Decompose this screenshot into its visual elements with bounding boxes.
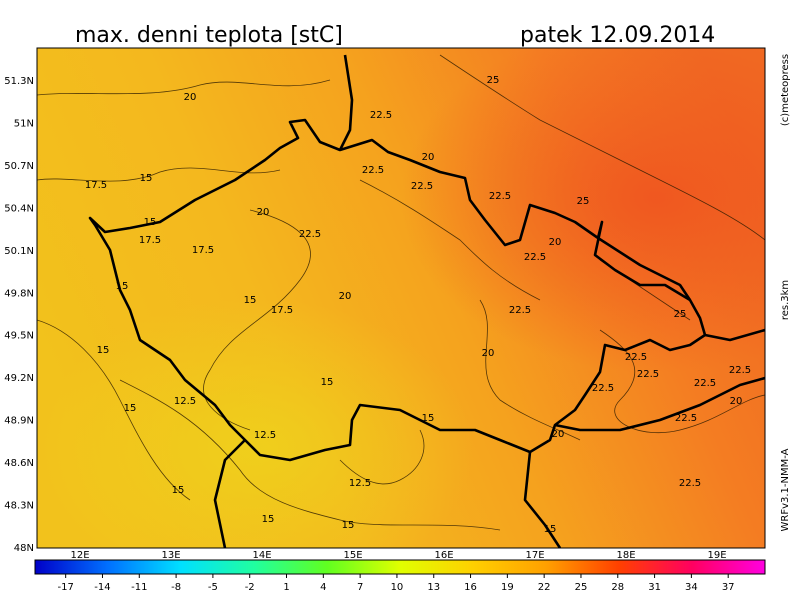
contour-label: 22.5: [679, 478, 701, 489]
lat-label: 50.4N: [4, 203, 34, 214]
contour-label: 15: [97, 345, 110, 356]
contour-label: 22.5: [592, 383, 614, 394]
lat-label: 48N: [14, 543, 34, 554]
side-label: WRFv3.1-NMM-A: [780, 448, 791, 531]
contour-label: 22.5: [729, 365, 751, 376]
side-labels: (c)meteopress res.3km WRFv3.1-NMM-A: [780, 54, 791, 532]
contour-label: 22.5: [489, 191, 511, 202]
contour-label: 20: [339, 291, 352, 302]
colorbar-tick-label: -5: [208, 582, 218, 593]
coordinate-labels: 51.3N 51N 50.7N 50.4N 50.1N 49.8N 49.5N 49.2N 48…: [4, 76, 726, 561]
contour-label: 15: [262, 514, 275, 525]
contour-label: 20: [184, 92, 197, 103]
contour-label: 22.5: [625, 352, 647, 363]
contour-label: 22.5: [675, 413, 697, 424]
colorbar-tick-label: 10: [391, 582, 404, 593]
contour-label: 12.5: [349, 478, 371, 489]
colorbar-tick-label: 37: [722, 582, 735, 593]
colorbar: -17 -14 -11 -8 -5 -2 1 4 7 10 13 16 19 22 25 28 31 34 37: [34, 559, 766, 593]
colorbar-tick-label: -11: [131, 582, 147, 593]
lon-label: 13E: [161, 550, 180, 561]
contour-label: 17.5: [192, 245, 214, 256]
contour-label: 15: [172, 485, 185, 496]
lat-label: 51.3N: [4, 76, 34, 87]
lat-label: 48.9N: [4, 416, 34, 427]
contour-label: 22.5: [509, 305, 531, 316]
map-cool-area: [37, 48, 765, 548]
colorbar-tick-label: 25: [575, 582, 588, 593]
side-label: (c)meteopress: [780, 54, 791, 126]
lat-label: 50.1N: [4, 246, 34, 257]
contour-label: 15: [140, 173, 153, 184]
contour-label: 15: [544, 524, 557, 535]
borders: [88, 54, 765, 548]
side-label: res.3km: [780, 280, 791, 320]
contour-label: 22.5: [362, 165, 384, 176]
lon-label: 18E: [616, 550, 635, 561]
colorbar-tick-label: -17: [58, 582, 74, 593]
colorbar-tick-label: 7: [357, 582, 363, 593]
contour-label: 15: [144, 217, 157, 228]
colorbar-tick-label: 16: [464, 582, 477, 593]
contour-label: 15: [422, 413, 435, 424]
contour-label: 22.5: [370, 110, 392, 121]
contour-label: 17.5: [271, 305, 293, 316]
contour-label: 15: [116, 281, 129, 292]
lon-label: 15E: [343, 550, 362, 561]
lon-label: 14E: [252, 550, 271, 561]
contour-label: 17.5: [85, 180, 107, 191]
contour-label: 20: [422, 152, 435, 163]
contour-label: 12.5: [174, 396, 196, 407]
lat-label: 49.2N: [4, 373, 34, 384]
contour-label: 15: [124, 403, 137, 414]
lat-label: 48.6N: [4, 458, 34, 469]
lat-label: 48.3N: [4, 501, 34, 512]
contour-label: 20: [549, 237, 562, 248]
colorbar-tick-label: 31: [648, 582, 661, 593]
contour-label: 22.5: [411, 181, 433, 192]
contour-label: 25: [487, 75, 500, 86]
colorbar-tick-label: 1: [283, 582, 289, 593]
lon-label: 12E: [70, 550, 89, 561]
contour-label: 25: [577, 196, 590, 207]
contour-label: 15: [342, 520, 355, 531]
colorbar-tick-label: -2: [245, 582, 255, 593]
colorbar-tick-label: 34: [685, 582, 698, 593]
lon-label: 17E: [525, 550, 544, 561]
lon-label: 19E: [707, 550, 726, 561]
colorbar-tick-label: -8: [171, 582, 181, 593]
contour-label: 12.5: [254, 430, 276, 441]
date: patek 12.09.2014: [520, 23, 715, 48]
contour-label: 22.5: [637, 369, 659, 380]
contour-label: 22.5: [299, 229, 321, 240]
contour-label: 15: [244, 295, 257, 306]
contour-label: 20: [482, 348, 495, 359]
lat-label: 51N: [14, 118, 34, 129]
lon-label: 16E: [434, 550, 453, 561]
contour-label: 20: [730, 396, 743, 407]
contour-label: 22.5: [694, 378, 716, 389]
contour-label: 20: [257, 207, 270, 218]
colorbar-tick-label: 28: [611, 582, 624, 593]
colorbar-tick-label: 19: [501, 582, 514, 593]
contour-label: 22.5: [524, 252, 546, 263]
colorbar-tick-label: 4: [320, 582, 326, 593]
isolines: [37, 54, 765, 531]
contour-label: 17.5: [139, 235, 161, 246]
colorbar-tick-label: -14: [94, 582, 110, 593]
colorbar-tick-label: 13: [427, 582, 440, 593]
lat-label: 49.5N: [4, 331, 34, 342]
colorbar-scale: [34, 559, 766, 575]
contour-label: 15: [321, 377, 334, 388]
contour-label: 25: [674, 309, 687, 320]
lat-label: 50.7N: [4, 161, 34, 172]
contour-label: 20: [552, 429, 565, 440]
map-frame: [36, 47, 766, 549]
colorbar-tick-label: 22: [538, 582, 551, 593]
title: max. denni teplota [stC]: [75, 23, 343, 48]
lat-label: 49.8N: [4, 288, 34, 299]
